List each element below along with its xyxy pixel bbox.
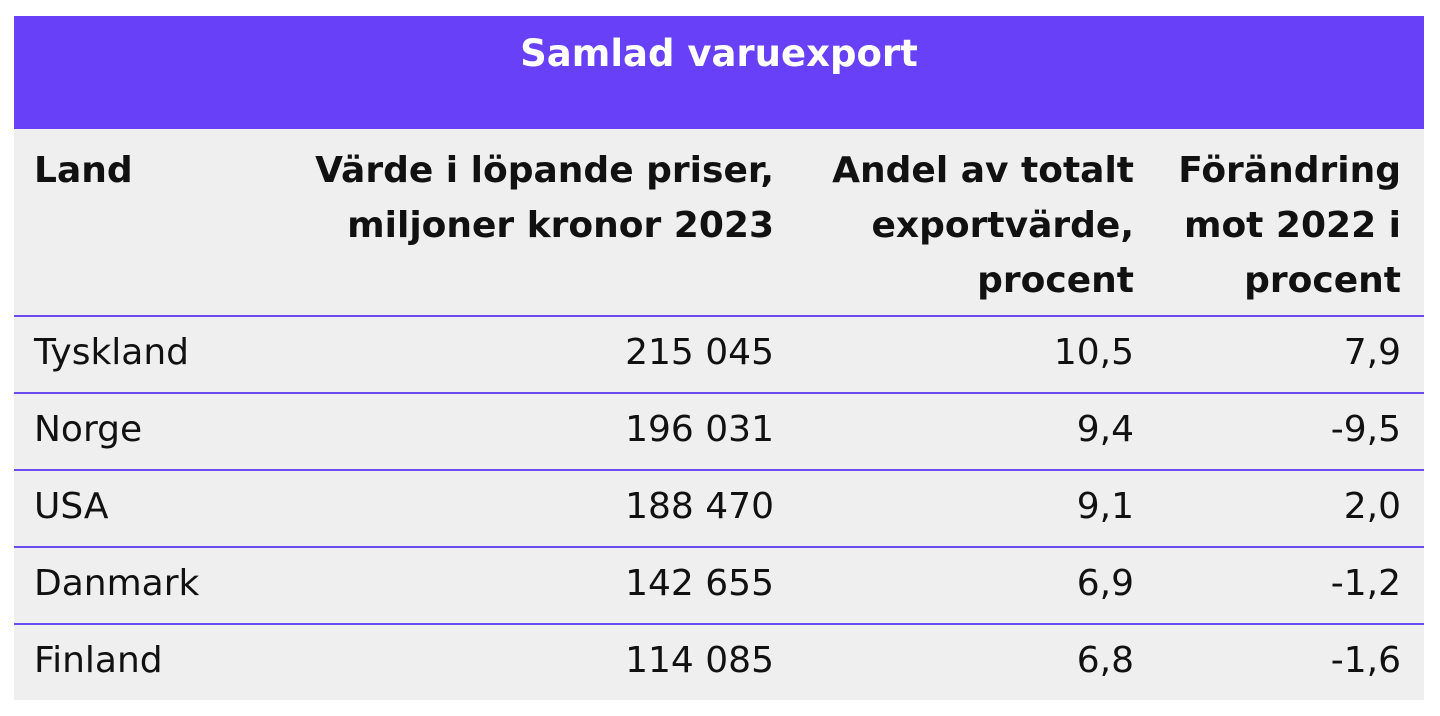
header-land: Land bbox=[34, 150, 133, 191]
header-value: Värde i löpande priser, miljoner kronor … bbox=[315, 150, 774, 246]
cell-change: -1,6 bbox=[1330, 640, 1401, 681]
cell-share: 10,5 bbox=[1053, 332, 1134, 373]
table-row: USA 188 470 9,1 2,0 bbox=[14, 469, 1424, 547]
cell-value: 215 045 bbox=[625, 332, 774, 373]
cell-land: Norge bbox=[34, 409, 143, 450]
cell-land: Finland bbox=[34, 640, 163, 681]
cell-change: 7,9 bbox=[1343, 332, 1401, 373]
cell-land: Tyskland bbox=[34, 332, 190, 373]
cell-value: 188 470 bbox=[625, 486, 774, 527]
table-title: Samlad varuexport bbox=[520, 32, 918, 75]
header-share: Andel av totalt exportvärde, procent bbox=[832, 150, 1134, 301]
cell-land: Danmark bbox=[34, 563, 200, 604]
header-change: Förändring mot 2022 i procent bbox=[1178, 150, 1401, 301]
cell-value: 196 031 bbox=[625, 409, 774, 450]
table-row: Finland 114 085 6,8 -1,6 bbox=[14, 623, 1424, 701]
cell-change: -9,5 bbox=[1330, 409, 1401, 450]
table-row: Norge 196 031 9,4 -9,5 bbox=[14, 392, 1424, 470]
cell-value: 114 085 bbox=[625, 640, 774, 681]
export-table: Samlad varuexport Land Värde i löpande p… bbox=[14, 16, 1424, 700]
cell-share: 6,8 bbox=[1076, 640, 1134, 681]
cell-change: -1,2 bbox=[1330, 563, 1401, 604]
cell-share: 9,1 bbox=[1076, 486, 1134, 527]
table-row: Danmark 142 655 6,9 -1,2 bbox=[14, 546, 1424, 624]
cell-share: 9,4 bbox=[1076, 409, 1134, 450]
table-title-bar: Samlad varuexport bbox=[14, 16, 1424, 129]
cell-change: 2,0 bbox=[1343, 486, 1401, 527]
cell-value: 142 655 bbox=[625, 563, 774, 604]
cell-share: 6,9 bbox=[1076, 563, 1134, 604]
table-row: Tyskland 215 045 10,5 7,9 bbox=[14, 315, 1424, 393]
cell-land: USA bbox=[34, 486, 109, 527]
